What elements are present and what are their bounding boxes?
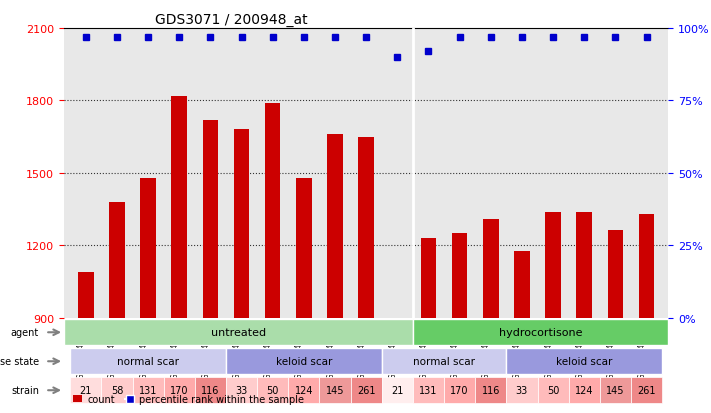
FancyBboxPatch shape [226,377,257,403]
FancyBboxPatch shape [538,377,569,403]
Bar [514,252,530,318]
Text: 50: 50 [547,385,560,395]
FancyBboxPatch shape [351,377,382,403]
Bar [327,135,343,318]
Text: 116: 116 [201,385,220,395]
Bar [109,202,124,318]
Bar [390,318,405,325]
Bar [203,121,218,318]
FancyBboxPatch shape [569,377,600,403]
FancyBboxPatch shape [506,348,662,374]
Bar [265,104,281,318]
Text: 116: 116 [481,385,500,395]
FancyBboxPatch shape [70,348,226,374]
Bar [638,214,654,318]
Bar [577,212,592,318]
Bar [171,96,187,318]
Text: 261: 261 [637,385,656,395]
FancyBboxPatch shape [288,377,319,403]
Bar [140,178,156,318]
Text: GDS3071 / 200948_at: GDS3071 / 200948_at [154,12,307,26]
Text: normal scar: normal scar [413,356,475,366]
FancyBboxPatch shape [600,377,631,403]
Text: 145: 145 [606,385,625,395]
FancyBboxPatch shape [475,377,506,403]
Text: untreated: untreated [211,328,266,337]
Text: 261: 261 [357,385,375,395]
FancyBboxPatch shape [631,377,662,403]
FancyBboxPatch shape [132,377,164,403]
Text: 50: 50 [267,385,279,395]
Text: 145: 145 [326,385,344,395]
Bar [483,219,498,318]
Text: 131: 131 [139,385,157,395]
Text: 170: 170 [170,385,188,395]
Text: strain: strain [11,385,39,395]
FancyBboxPatch shape [382,377,413,403]
Bar [234,130,250,318]
Bar [545,212,561,318]
FancyBboxPatch shape [319,377,351,403]
FancyBboxPatch shape [444,377,475,403]
Text: hydrocortisone: hydrocortisone [499,328,582,337]
Text: agent: agent [11,328,39,337]
FancyBboxPatch shape [64,320,413,345]
Text: keloid scar: keloid scar [276,356,332,366]
Bar [421,238,437,318]
FancyBboxPatch shape [226,348,382,374]
Legend: count, percentile rank within the sample: count, percentile rank within the sample [69,390,308,408]
Text: 33: 33 [515,385,528,395]
FancyBboxPatch shape [102,377,132,403]
Text: 21: 21 [391,385,404,395]
Bar [608,230,623,318]
Text: 58: 58 [111,385,123,395]
Text: 131: 131 [419,385,438,395]
FancyBboxPatch shape [70,377,102,403]
FancyBboxPatch shape [164,377,195,403]
Bar [358,137,374,318]
FancyBboxPatch shape [195,377,226,403]
Text: 124: 124 [294,385,313,395]
Bar [451,234,467,318]
FancyBboxPatch shape [506,377,538,403]
Bar [78,272,94,318]
FancyBboxPatch shape [413,377,444,403]
Text: 21: 21 [80,385,92,395]
Text: 33: 33 [235,385,247,395]
Text: disease state: disease state [0,356,39,366]
Text: keloid scar: keloid scar [556,356,612,366]
FancyBboxPatch shape [257,377,288,403]
Bar [296,178,311,318]
Text: 124: 124 [575,385,594,395]
Text: normal scar: normal scar [117,356,179,366]
FancyBboxPatch shape [382,348,506,374]
FancyBboxPatch shape [413,320,668,345]
Text: 170: 170 [450,385,469,395]
